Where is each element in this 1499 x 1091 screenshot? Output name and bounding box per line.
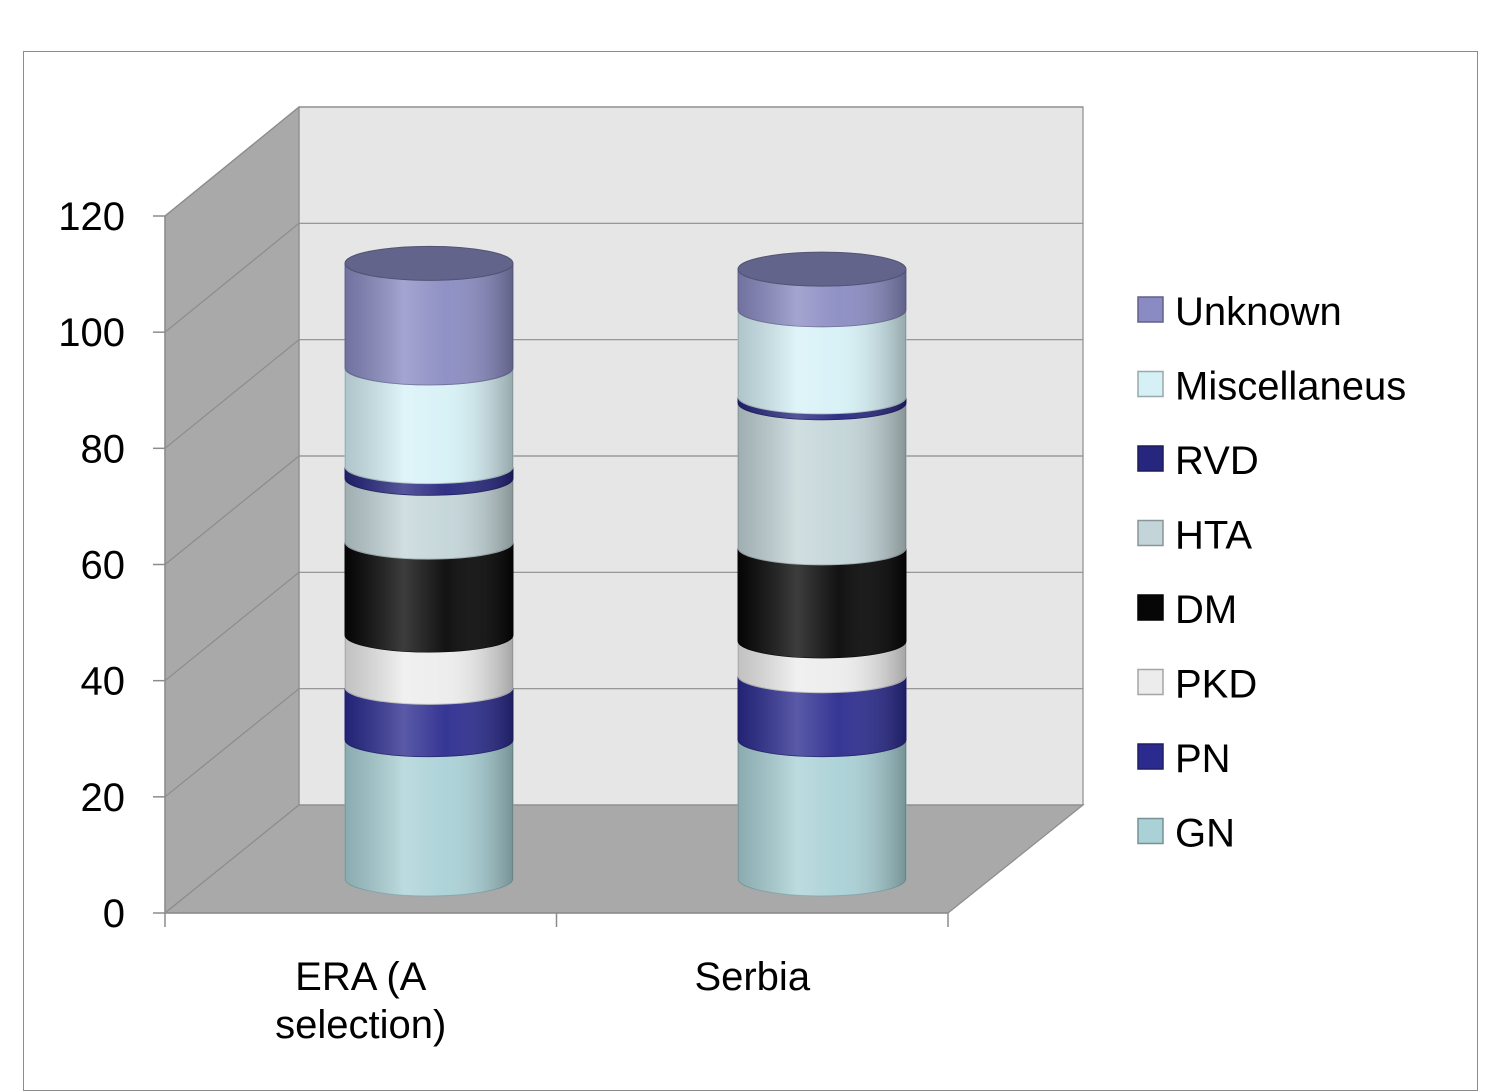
bars	[344, 245, 907, 897]
cylinder-0	[344, 245, 514, 897]
legend-swatch	[1137, 668, 1164, 696]
x-category-label-line: ERA (A	[295, 955, 426, 999]
bar-segment-shading	[738, 269, 906, 327]
bar-segment-shading	[738, 675, 906, 757]
y-tick-label: 100	[58, 311, 125, 355]
x-category-label: Serbia	[694, 955, 810, 999]
legend: Unknown Miscellaneus RVD HTA DM PKD PN GN	[1137, 290, 1406, 856]
y-tick-label: 40	[81, 660, 126, 704]
bar-segment-shading	[345, 466, 513, 496]
bar-segment-shading	[738, 739, 906, 896]
gridline-side	[164, 222, 300, 333]
gridline-side	[164, 106, 300, 217]
legend-swatch	[1137, 296, 1164, 323]
y-tick-label: 120	[58, 195, 125, 239]
bar-top-cap	[344, 245, 514, 281]
legend-label: RVD	[1175, 439, 1259, 483]
y-tick-label: 20	[81, 776, 126, 820]
y-tick-label: 60	[81, 544, 126, 588]
gridline-side	[164, 455, 300, 565]
bar-segment-shading	[345, 367, 513, 484]
legend-swatch	[1137, 445, 1164, 472]
cylinder-1	[737, 251, 907, 897]
legend-swatch	[1137, 370, 1164, 398]
gridline-side	[164, 339, 300, 449]
bar-segment-shading	[738, 402, 906, 565]
legend-swatch	[1137, 594, 1164, 621]
gridline-side	[164, 688, 300, 798]
bar-segment-shading	[738, 640, 906, 693]
bar-segment-shading	[738, 547, 906, 658]
bar-top-cap	[737, 251, 907, 287]
bar-segment-shading	[345, 478, 513, 560]
y-axis: 0 20 40 60 80 100 120	[58, 195, 166, 936]
bar-segment-shading	[345, 263, 513, 385]
y-tick-label: 0	[103, 892, 125, 936]
bar-segment-shading	[738, 396, 906, 420]
legend-label: Miscellaneus	[1175, 365, 1406, 409]
legend-swatch	[1137, 817, 1164, 845]
legend-label: HTA	[1175, 514, 1252, 558]
gridline-side	[164, 571, 300, 682]
legend-swatch	[1137, 519, 1164, 547]
x-category-label-line: Serbia	[694, 955, 810, 999]
x-category-label-line: selection)	[275, 1003, 446, 1047]
legend-label: PN	[1175, 737, 1231, 781]
legend-label: DM	[1175, 588, 1237, 632]
chart-walls	[163, 105, 1085, 915]
floor	[163, 804, 1085, 914]
legend-label: PKD	[1175, 663, 1257, 707]
legend-label: Unknown	[1175, 290, 1342, 334]
x-axis: ERA (A selection) Serbia	[164, 912, 949, 1047]
bar-segment-shading	[738, 309, 906, 414]
x-category-label: ERA (A selection)	[275, 955, 446, 1047]
y-tick-label: 80	[81, 427, 126, 471]
bar-segment-shading	[345, 739, 513, 896]
bar-segment-shading	[345, 687, 513, 757]
legend-swatch	[1137, 743, 1164, 770]
bar-segment-shading	[345, 542, 513, 653]
legend-label: GN	[1175, 812, 1235, 856]
bar-segment-shading	[345, 635, 513, 705]
